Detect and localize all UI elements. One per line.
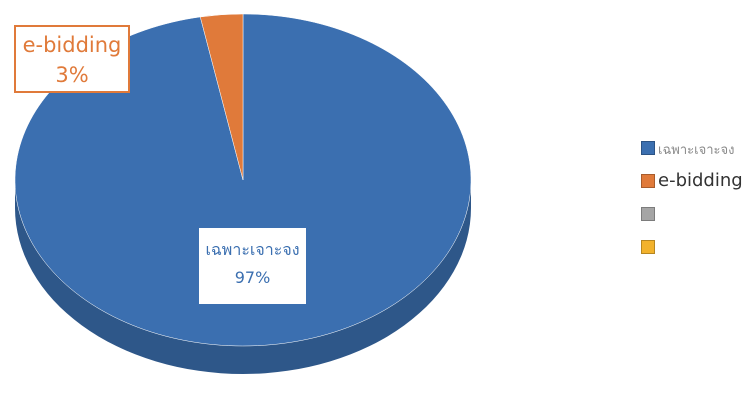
- legend-item-3: [641, 203, 755, 236]
- legend-label-e-bidding: e-bidding: [658, 170, 743, 191]
- legend-swatch-e-bidding: [641, 174, 655, 188]
- data-label-e-bidding-name: e-bidding: [22, 33, 122, 57]
- legend-item-specific: เฉพาะเจาะจง: [641, 137, 755, 170]
- data-label-e-bidding: e-bidding 3%: [14, 25, 130, 93]
- legend-item-4: [641, 236, 755, 269]
- legend-swatch-specific: [641, 141, 655, 155]
- legend-swatch-4: [641, 240, 655, 254]
- pie-slice-1: [199, 13, 244, 181]
- legend-item-e-bidding: e-bidding: [641, 170, 755, 203]
- data-label-specific: เฉพาะเจาะจง 97%: [199, 228, 306, 304]
- data-label-specific-name: เฉพาะเจาะจง: [205, 240, 300, 259]
- legend: เฉพาะเจาะจง e-bidding: [641, 137, 755, 269]
- data-label-e-bidding-value: 3%: [55, 63, 89, 87]
- data-label-specific-value: 97%: [234, 268, 271, 287]
- legend-label-specific: เฉพาะเจาะจง: [658, 143, 735, 158]
- legend-swatch-3: [641, 207, 655, 221]
- pie-side-0: [15, 180, 471, 374]
